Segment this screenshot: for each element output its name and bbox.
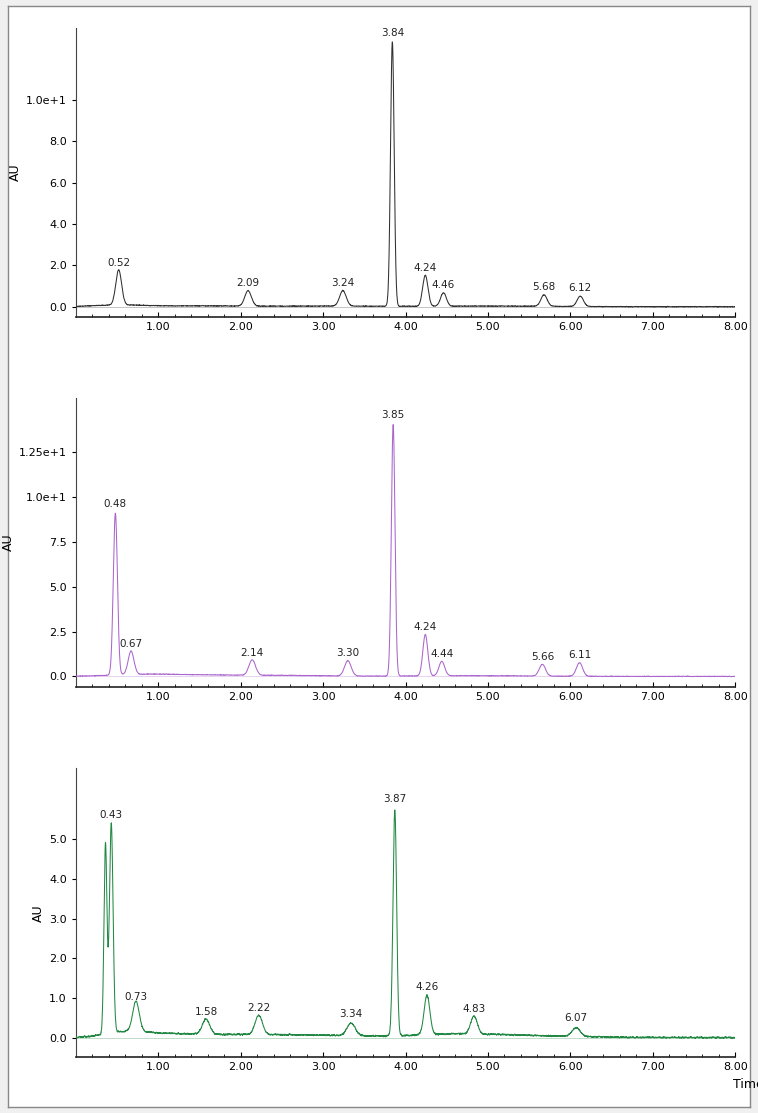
Text: 3.85: 3.85 xyxy=(381,410,405,420)
Text: 2.22: 2.22 xyxy=(247,1003,271,1013)
Text: 4.24: 4.24 xyxy=(414,621,437,631)
Text: 3.87: 3.87 xyxy=(384,794,406,804)
Text: 0.73: 0.73 xyxy=(124,992,148,1002)
Text: 6.11: 6.11 xyxy=(568,650,591,660)
Text: 0.52: 0.52 xyxy=(107,258,130,268)
Text: 2.09: 2.09 xyxy=(236,278,260,288)
Text: 4.24: 4.24 xyxy=(414,263,437,273)
Y-axis label: AU: AU xyxy=(9,164,22,181)
Text: 4.26: 4.26 xyxy=(415,982,439,992)
Text: 0.67: 0.67 xyxy=(120,640,143,650)
Text: 6.12: 6.12 xyxy=(568,284,592,293)
X-axis label: Time: Time xyxy=(733,1077,758,1091)
Text: 3.84: 3.84 xyxy=(381,28,404,38)
Text: 0.48: 0.48 xyxy=(104,500,127,510)
Text: 4.46: 4.46 xyxy=(432,280,455,290)
Text: 3.30: 3.30 xyxy=(337,649,359,659)
Text: 6.07: 6.07 xyxy=(565,1013,587,1023)
Text: 4.44: 4.44 xyxy=(431,649,453,659)
Text: 5.68: 5.68 xyxy=(532,283,556,293)
Text: 0.43: 0.43 xyxy=(100,809,123,819)
Text: 5.66: 5.66 xyxy=(531,652,554,662)
Text: 3.24: 3.24 xyxy=(331,278,355,288)
Text: 1.58: 1.58 xyxy=(194,1006,218,1016)
Text: 3.34: 3.34 xyxy=(340,1008,363,1018)
Y-axis label: AU: AU xyxy=(2,534,14,551)
Y-axis label: AU: AU xyxy=(32,904,45,922)
Text: 2.14: 2.14 xyxy=(240,649,264,659)
Text: 4.83: 4.83 xyxy=(462,1004,486,1014)
